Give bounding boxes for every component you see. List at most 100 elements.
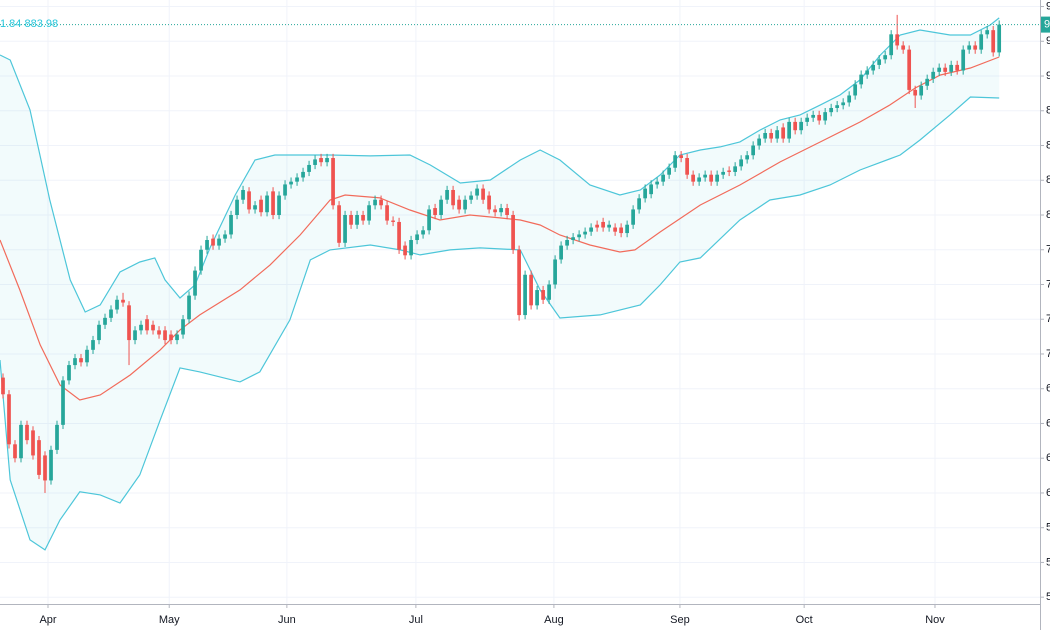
candle	[685, 153, 689, 179]
candle	[247, 187, 251, 214]
candle	[493, 205, 497, 217]
candle	[667, 163, 671, 179]
candle-body	[751, 145, 756, 156]
candle-body	[877, 59, 882, 65]
candle	[475, 184, 479, 200]
candle-body	[919, 85, 924, 96]
candle-body	[385, 205, 389, 221]
candle-body	[331, 158, 335, 206]
candle	[559, 241, 563, 264]
candle	[169, 330, 173, 345]
candle-body	[49, 449, 53, 481]
candle	[427, 205, 431, 235]
candle-body	[553, 259, 557, 285]
candle-body	[793, 121, 798, 131]
y-tick-label: 950	[1046, 0, 1050, 12]
candle	[523, 270, 527, 320]
candle-body	[853, 84, 858, 96]
candle	[733, 162, 738, 177]
candle-body	[529, 274, 533, 306]
candle	[211, 234, 215, 250]
candle-body	[115, 299, 119, 310]
candle	[343, 210, 347, 247]
candle	[223, 230, 227, 243]
candle	[877, 55, 882, 70]
candle	[415, 230, 419, 245]
candle-body	[955, 64, 960, 71]
candle	[43, 451, 47, 493]
candle-body	[889, 34, 894, 56]
candle	[121, 292, 125, 307]
candle	[187, 291, 191, 324]
candle	[763, 128, 768, 143]
candle	[7, 390, 11, 449]
x-tick-label: Jul	[409, 614, 423, 626]
candle	[727, 166, 732, 177]
candle-body	[433, 208, 437, 215]
candle	[805, 113, 810, 127]
candle-body	[937, 67, 942, 72]
candle	[565, 235, 569, 250]
candle-body	[805, 117, 810, 122]
candle	[799, 117, 804, 135]
candle	[97, 320, 101, 345]
candle	[547, 280, 551, 304]
candle-body	[691, 174, 695, 182]
band-line	[0, 96, 1000, 551]
candle	[19, 420, 23, 463]
candle-body	[295, 177, 299, 182]
candle-body	[643, 188, 647, 199]
candle	[1, 373, 5, 399]
candle-body	[685, 158, 689, 175]
candle-body	[265, 195, 269, 213]
candle	[691, 170, 695, 186]
candle	[751, 141, 756, 160]
y-tick-label: 725	[1046, 313, 1050, 325]
candle-body	[571, 237, 575, 241]
candle	[301, 167, 305, 182]
candle	[241, 185, 245, 204]
candle-body	[979, 34, 984, 50]
candle-body	[55, 424, 59, 450]
candle	[577, 230, 581, 242]
candle-body	[493, 209, 497, 213]
candle-body	[145, 319, 149, 331]
candle-body	[469, 195, 473, 200]
candle-body	[895, 34, 900, 46]
candle-body	[277, 195, 281, 215]
candle	[499, 203, 503, 217]
candle	[943, 63, 948, 77]
candle-body	[547, 284, 551, 300]
candle	[895, 14, 900, 50]
candle-body	[595, 224, 599, 228]
candle	[115, 295, 119, 314]
candle	[355, 210, 359, 229]
candle	[829, 103, 834, 117]
candle-body	[325, 158, 329, 163]
candle-body	[907, 49, 912, 90]
candle-body	[589, 227, 593, 232]
candle	[715, 170, 719, 186]
candle-body	[757, 138, 762, 146]
candle	[463, 195, 467, 214]
x-tick-label: Aug	[544, 614, 564, 626]
candle-body	[703, 174, 707, 178]
candle	[931, 67, 936, 83]
band-fill	[0, 17, 1000, 550]
candle-body	[61, 380, 65, 425]
y-tick-label: 650	[1046, 417, 1050, 429]
candle	[871, 60, 876, 75]
candle	[859, 70, 864, 89]
y-tick-label: 850	[1046, 139, 1050, 151]
candle	[451, 185, 455, 210]
candle	[823, 107, 828, 125]
candle	[85, 345, 89, 367]
candle	[367, 201, 371, 225]
candle	[457, 195, 461, 214]
candle-body	[457, 199, 461, 210]
y-tick-label: 825	[1046, 174, 1050, 186]
candle	[109, 305, 113, 323]
candle-body	[841, 102, 846, 106]
candle	[631, 205, 635, 229]
